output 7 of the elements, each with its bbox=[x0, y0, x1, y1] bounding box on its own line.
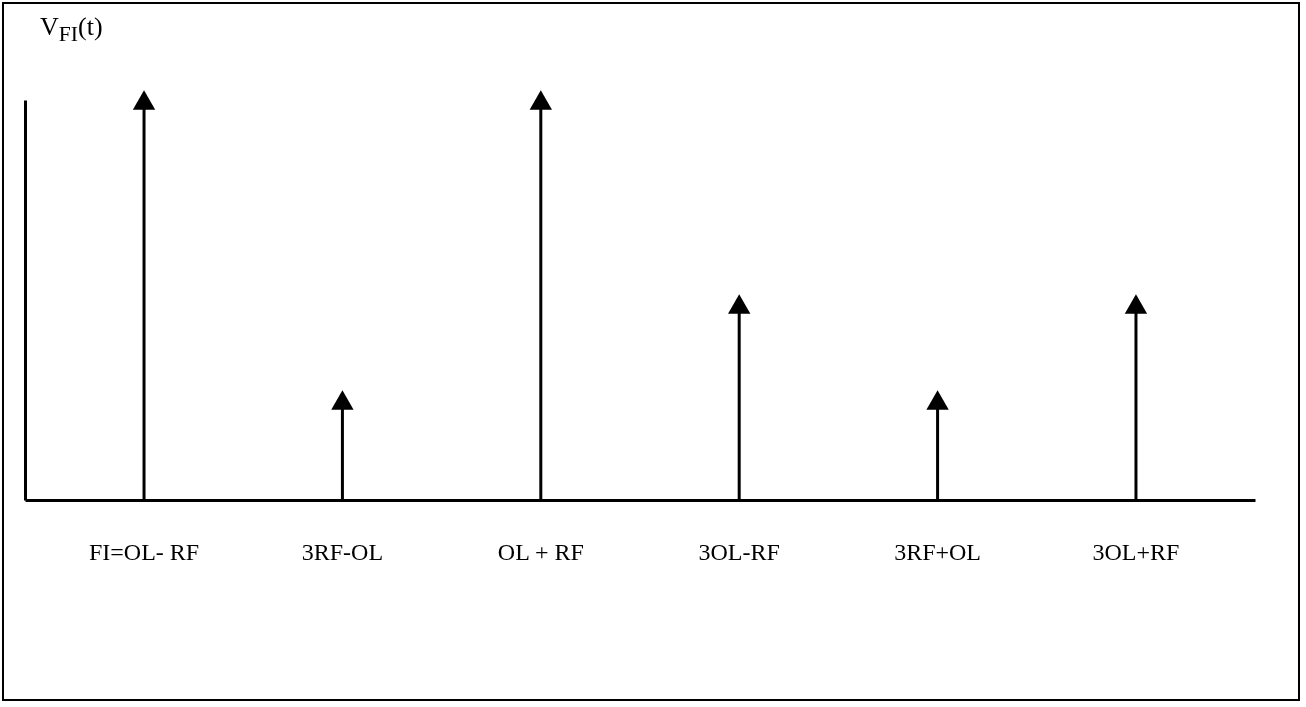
x-tick-label: 3OL-RF bbox=[698, 538, 780, 565]
x-tick-label: FI=OL- RF bbox=[88, 538, 200, 565]
x-tick-label: 3OL+RF bbox=[1092, 538, 1180, 565]
y-axis-title: V$_{FI}$(t) bbox=[40, 12, 103, 48]
x-tick-label: 3RF+OL bbox=[894, 538, 982, 565]
x-tick-label: OL + RF bbox=[497, 538, 584, 565]
x-tick-label: 3RF-OL bbox=[301, 538, 384, 565]
